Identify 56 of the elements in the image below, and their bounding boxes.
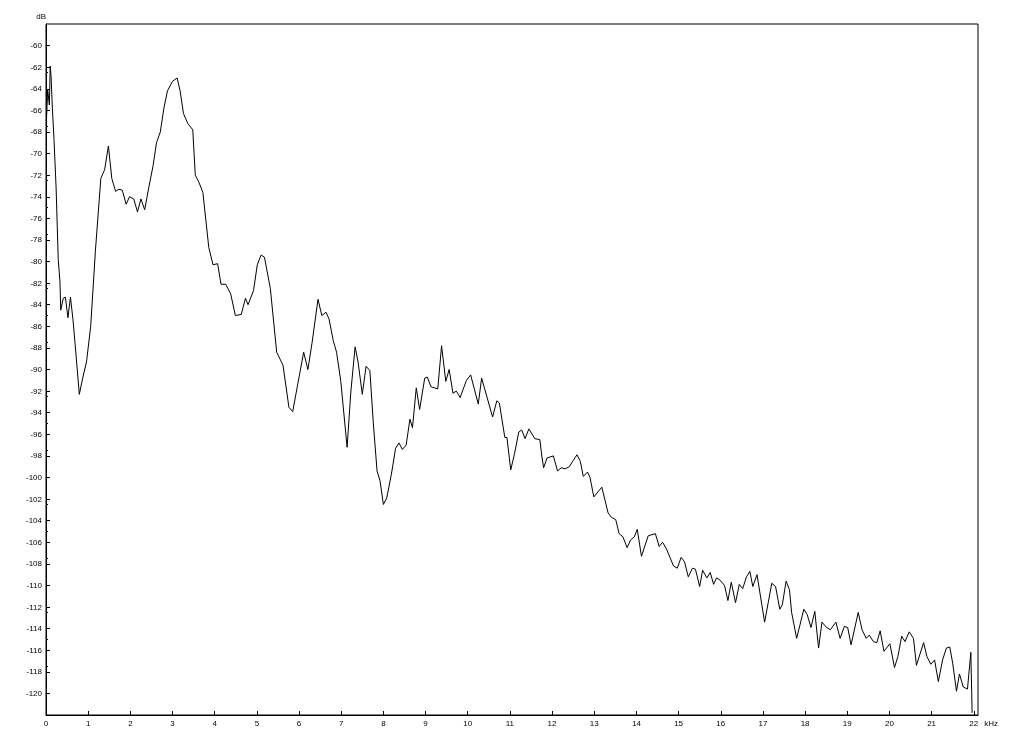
y-tick-label: -90 (30, 365, 43, 374)
y-tick-label: -82 (30, 278, 43, 288)
y-tick-label: -66 (30, 105, 43, 115)
y-tick-label: -88 (30, 343, 43, 353)
x-tick-label: 10 (463, 718, 473, 728)
x-tick-label: 3 (170, 718, 176, 728)
y-tick-label: -76 (30, 213, 43, 223)
y-tick-label: -92 (30, 386, 43, 396)
y-tick-label: -96 (30, 429, 43, 439)
x-tick-label: 12 (547, 718, 558, 728)
x-tick-label: 14 (631, 718, 642, 728)
y-tick-label: -86 (30, 321, 43, 331)
y-tick-label: -94 (30, 408, 43, 418)
x-tick-label: 11 (505, 718, 515, 728)
y-tick-label: -72 (30, 170, 43, 180)
x-tick-label: 9 (423, 718, 429, 728)
y-tick-label: -116 (26, 645, 43, 655)
x-tick-label: 0 (43, 718, 49, 728)
y-tick-label: -108 (25, 559, 43, 569)
y-tick-label: -120 (25, 688, 43, 698)
y-tick-label: -80 (30, 257, 43, 267)
x-tick-label: 2 (128, 718, 134, 728)
y-tick-label: -114 (26, 624, 43, 634)
x-tick-label: 18 (800, 718, 811, 728)
y-tick-label: -110 (26, 580, 43, 590)
x-tick-label: 22 (969, 718, 979, 728)
y-tick-label: -62 (30, 62, 43, 72)
y-tick-label: -98 (30, 451, 43, 461)
x-tick-label: 15 (674, 718, 684, 728)
y-tick-label: -78 (30, 235, 43, 245)
y-tick-label: -106 (25, 537, 43, 547)
x-tick-label: 16 (716, 718, 726, 728)
x-tick-label: 8 (381, 718, 387, 728)
x-tick-label: 6 (296, 718, 302, 728)
y-tick-label: -104 (25, 516, 43, 526)
y-tick-label: -64 (30, 84, 43, 94)
y-tick-label: -102 (25, 494, 43, 504)
x-tick-label: 19 (842, 718, 853, 728)
y-tick-label: -118 (26, 667, 43, 677)
x-tick-label: 20 (884, 718, 895, 728)
y-tick-label: -112 (26, 602, 43, 612)
x-tick-label: 13 (589, 718, 600, 728)
y-tick-label: -100 (25, 472, 43, 482)
x-axis-title: kHz (984, 718, 998, 728)
y-axis-title: dB (36, 11, 46, 21)
x-tick-label: 5 (254, 718, 260, 728)
y-tick-label: -68 (30, 127, 43, 137)
y-tick-label: -84 (30, 300, 43, 310)
y-tick-label: -74 (30, 192, 43, 202)
x-tick-label: 17 (758, 718, 768, 728)
x-tick-label: 4 (212, 718, 218, 728)
y-tick-label: -70 (30, 149, 43, 159)
x-tick-label: 7 (338, 718, 344, 728)
y-tick-label: -60 (30, 41, 43, 51)
x-tick-label: 21 (927, 718, 937, 728)
x-tick-label: 1 (85, 718, 91, 728)
